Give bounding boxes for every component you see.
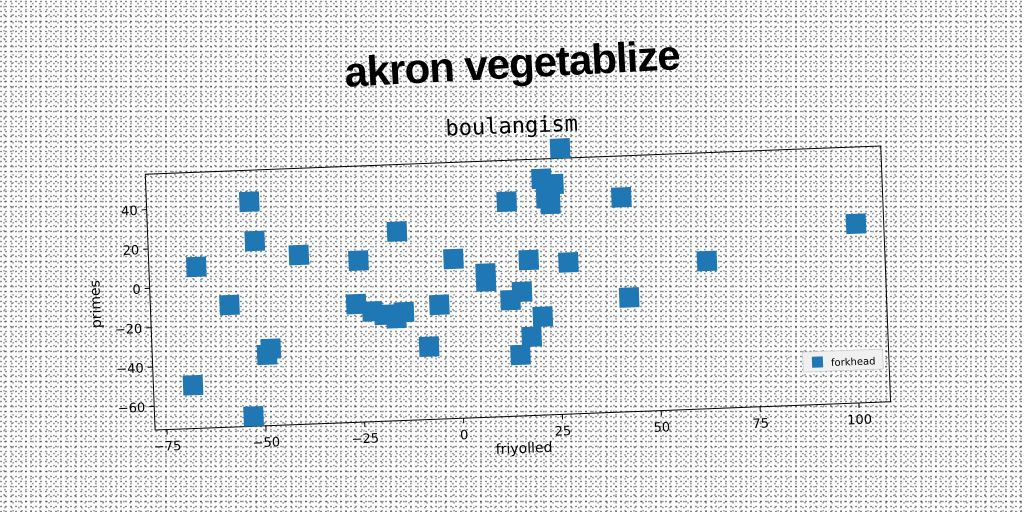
plot-area xyxy=(144,145,892,431)
data-point xyxy=(260,338,282,360)
data-point xyxy=(532,306,554,327)
y-tick-label: 20 xyxy=(122,243,139,259)
y-tick-label: −20 xyxy=(115,322,143,338)
x-tick-label: 50 xyxy=(653,420,670,436)
data-point xyxy=(182,374,204,396)
data-point xyxy=(510,344,531,366)
data-point xyxy=(219,294,240,316)
data-point xyxy=(845,213,867,235)
data-point xyxy=(238,191,260,213)
y-tick-label: 0 xyxy=(132,283,141,298)
data-point xyxy=(518,249,540,271)
x-tick-label: 0 xyxy=(460,428,469,443)
data-point xyxy=(428,294,450,316)
data-point xyxy=(243,406,264,427)
data-point xyxy=(348,250,369,272)
data-point xyxy=(443,248,464,270)
data-point xyxy=(185,256,207,278)
x-axis: −75 −50 −25 0 25 50 75 100 xyxy=(154,402,872,455)
data-point xyxy=(496,191,518,213)
data-point xyxy=(696,250,718,272)
y-tick-label: −60 xyxy=(118,401,146,417)
legend-swatch xyxy=(811,356,824,368)
data-point xyxy=(244,230,266,252)
data-point xyxy=(418,336,440,357)
x-tick-label: −50 xyxy=(252,435,280,451)
x-tick-label: 75 xyxy=(752,416,769,432)
data-point xyxy=(511,281,533,303)
y-tick-label: 40 xyxy=(121,204,138,220)
data-point xyxy=(549,138,571,159)
x-tick-label: −75 xyxy=(154,439,182,455)
series-forkhead xyxy=(182,138,867,427)
x-tick-label: 100 xyxy=(847,413,872,429)
data-point xyxy=(558,252,579,273)
x-tick-label: −25 xyxy=(351,431,379,447)
y-axis-label: primes xyxy=(87,280,105,329)
x-tick-label: 25 xyxy=(554,424,571,440)
data-point xyxy=(475,263,497,284)
chart-title: boulangism xyxy=(445,112,578,142)
data-point xyxy=(393,301,415,323)
data-point xyxy=(521,326,543,348)
data-point xyxy=(288,244,310,266)
data-point xyxy=(618,287,640,308)
legend: forkhead xyxy=(802,348,884,373)
data-point xyxy=(386,221,408,242)
y-tick-label: −40 xyxy=(116,361,144,377)
y-axis: −60 −40 −20 0 20 40 xyxy=(115,204,155,417)
x-axis-label: friyolled xyxy=(495,440,552,458)
legend-label: forkhead xyxy=(831,356,876,369)
data-point xyxy=(539,193,561,215)
data-point xyxy=(345,293,367,315)
data-point xyxy=(610,186,632,208)
data-point xyxy=(543,173,564,195)
